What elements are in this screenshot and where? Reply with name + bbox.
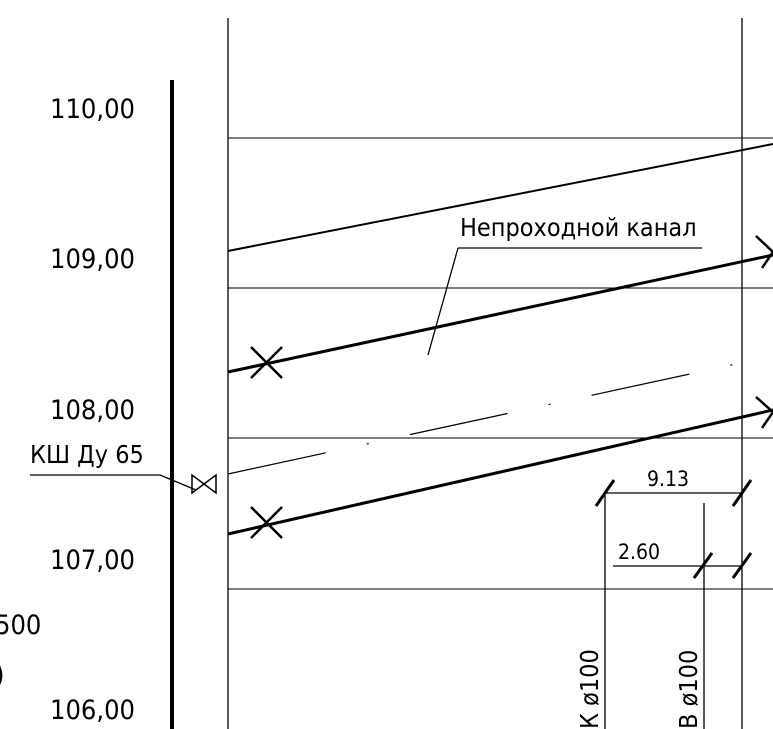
pipe-k-label: К ø100 bbox=[575, 649, 604, 729]
lower-pipe-line bbox=[227, 408, 773, 536]
upper-pipe-arrow bbox=[755, 235, 773, 269]
channel-label-leader bbox=[427, 247, 459, 356]
channel-label: Непроходной канал bbox=[460, 213, 697, 242]
elevation-label-109: 109,00 bbox=[50, 244, 135, 275]
elevation-label-107: 107,00 bbox=[50, 545, 135, 576]
dimension-upper-value: 9.13 bbox=[647, 467, 689, 491]
dimension-upper-tick-right bbox=[731, 479, 753, 507]
pipe-v-label: В ø100 bbox=[674, 650, 703, 729]
dimension-lower-tick-left bbox=[692, 552, 714, 579]
elevation-label-108: 108,00 bbox=[50, 395, 135, 426]
cut-off-text-2: ) bbox=[0, 660, 4, 691]
centerline bbox=[227, 355, 773, 475]
dimension-lower-tick-right bbox=[731, 552, 753, 579]
upper-pipe-cross-marker bbox=[250, 346, 283, 379]
lower-pipe-arrow bbox=[755, 396, 773, 429]
valve-label: КШ Ду 65 bbox=[30, 440, 144, 469]
elevation-label-110: 110,00 bbox=[50, 94, 135, 125]
cut-off-text-1: 500 bbox=[0, 610, 41, 641]
dimension-lower-value: 2.60 bbox=[618, 540, 660, 564]
channel-top-line bbox=[227, 143, 773, 252]
valve-label-leader bbox=[159, 474, 197, 491]
elevation-label-106: 106,00 bbox=[50, 695, 135, 726]
upper-pipe-line bbox=[227, 253, 773, 374]
valve-icon bbox=[191, 473, 217, 495]
lower-pipe-cross-marker bbox=[250, 506, 283, 539]
